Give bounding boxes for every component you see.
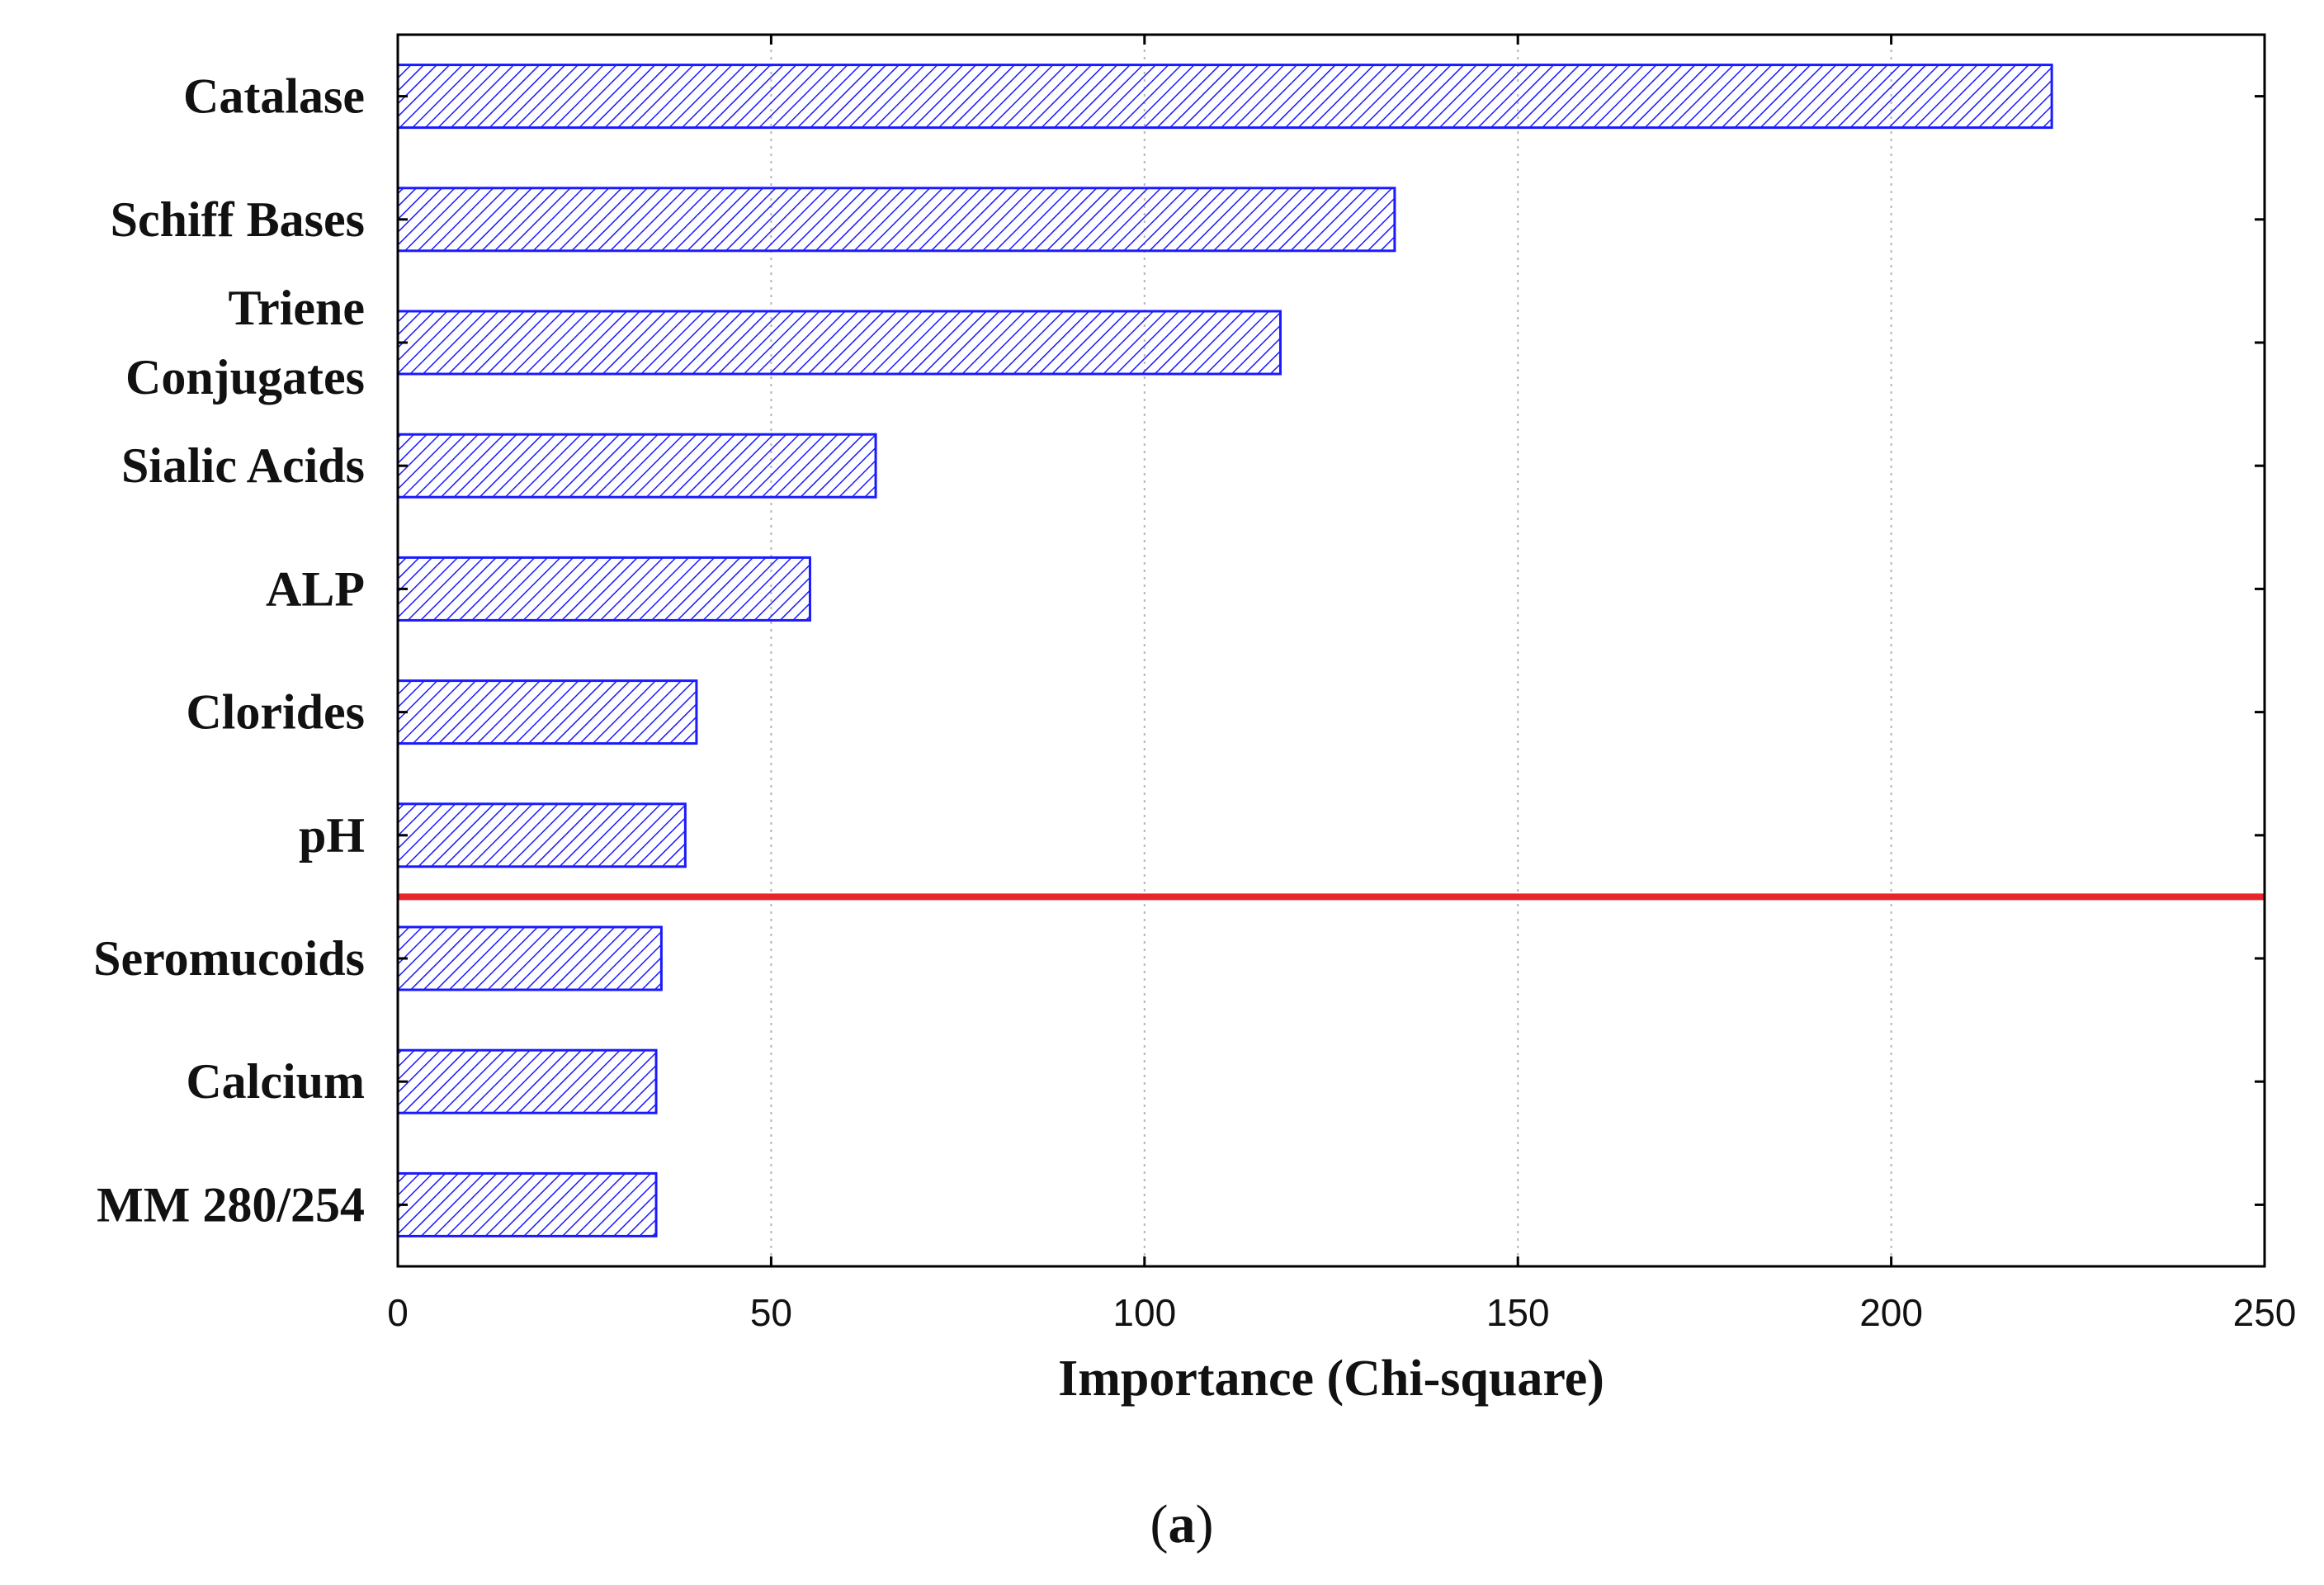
- x-tick-label: 100: [1112, 1291, 1176, 1334]
- bar: [396, 925, 663, 991]
- panel-label-open: (: [1150, 1494, 1169, 1554]
- category-label: Clorides: [186, 685, 365, 740]
- plot-frame: [396, 33, 2266, 1268]
- category-label: ALP: [266, 561, 365, 616]
- bar: [396, 64, 2053, 130]
- category-labels: Catalase Schiff Bases Triene Conjugates Sial…: [93, 69, 365, 1233]
- category-label: Sialic Acids: [121, 438, 365, 493]
- category-label: Conjugates: [125, 350, 365, 405]
- x-tick-label: 0: [387, 1291, 409, 1334]
- x-axis-title: Importance (Chi-square): [1058, 1351, 1604, 1407]
- panel-label-close: ): [1196, 1494, 1214, 1554]
- bars: [396, 64, 2053, 1237]
- bar: [396, 679, 698, 745]
- x-tick-label: 200: [1859, 1291, 1923, 1334]
- bar: [396, 1048, 658, 1114]
- bar: [396, 1171, 658, 1237]
- bar: [396, 187, 1396, 253]
- x-tick-label: 250: [2233, 1291, 2297, 1334]
- category-label: Seromucoids: [93, 931, 365, 986]
- category-label: MM 280/254: [97, 1177, 365, 1232]
- panel-label-letter: a: [1169, 1494, 1196, 1554]
- category-label: pH: [299, 808, 365, 863]
- category-label: Catalase: [183, 69, 365, 124]
- panel-label: (a): [1150, 1494, 1214, 1554]
- x-tick-labels: 0 50 100 150 200 250: [387, 1291, 2296, 1334]
- category-label: Triene: [229, 281, 366, 335]
- category-label: Calcium: [186, 1054, 365, 1109]
- axis-ticks: [396, 35, 2266, 1266]
- bar: [396, 556, 811, 622]
- x-tick-label: 50: [750, 1291, 792, 1334]
- bar: [396, 433, 877, 499]
- bar: [396, 310, 1282, 376]
- bar: [396, 802, 687, 868]
- x-tick-label: 150: [1486, 1291, 1550, 1334]
- category-label: Schiff Bases: [111, 192, 365, 247]
- grid-lines: [770, 35, 1892, 1266]
